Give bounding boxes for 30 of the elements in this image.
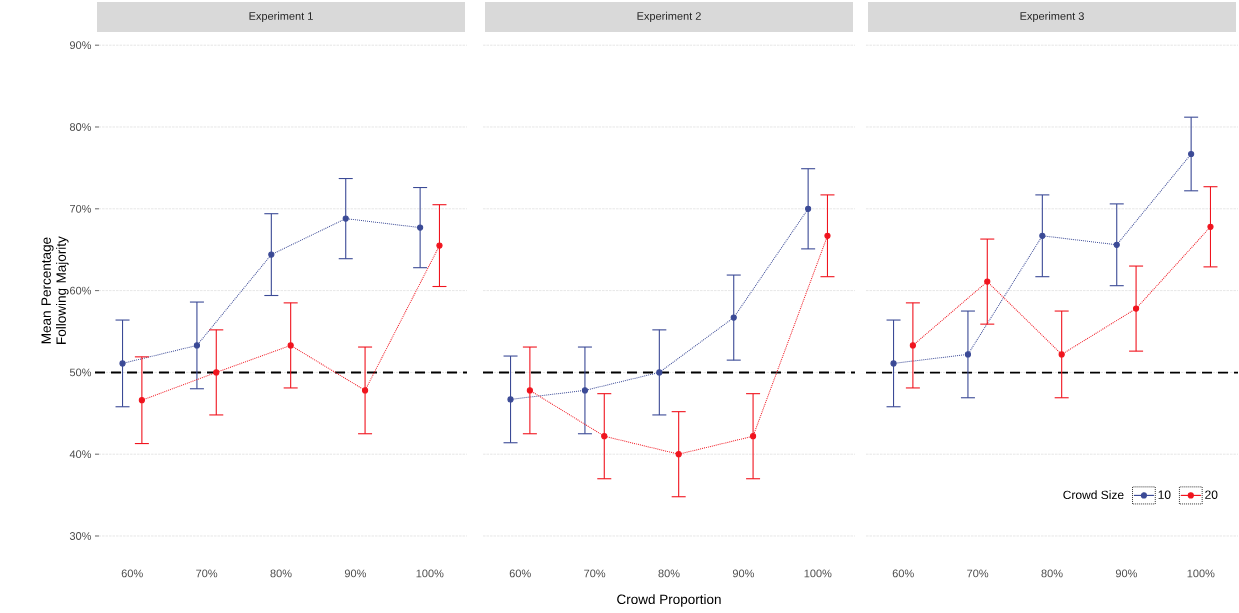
y-tick-label: 30% bbox=[69, 532, 92, 540]
x-tick-label: 80% bbox=[1041, 569, 1063, 578]
legend-title: Crowd Size bbox=[1063, 490, 1124, 500]
legend-label: 20 bbox=[1205, 490, 1218, 499]
y-tick-label: 70% bbox=[70, 204, 92, 213]
y-tick-label: 40% bbox=[69, 450, 92, 459]
x-tick-label: 90% bbox=[732, 569, 755, 578]
x-tick-label: 60% bbox=[509, 569, 531, 578]
x-tick-label: 100% bbox=[1187, 569, 1215, 578]
chart-title: Experiment 1 bbox=[249, 11, 313, 23]
x-tick-label: 100% bbox=[804, 569, 832, 578]
y-tick-label: 60% bbox=[70, 286, 92, 295]
x-tick-label: 60% bbox=[121, 569, 143, 578]
x-tick-label: 60% bbox=[892, 569, 914, 578]
x-tick-label: 80% bbox=[270, 569, 292, 578]
y-tick-label: 50% bbox=[69, 368, 92, 377]
y-axis-title: Mean Percentage Following Majority bbox=[41, 236, 69, 344]
chart-title: Experiment 2 bbox=[637, 11, 701, 23]
x-tick-label: 100% bbox=[416, 569, 444, 578]
chart-title: Experiment 3 bbox=[1020, 11, 1084, 23]
x-tick-label: 90% bbox=[344, 569, 366, 578]
x-tick-label: 80% bbox=[658, 569, 680, 578]
x-tick-label: 90% bbox=[1115, 569, 1138, 578]
legend-label: 10 bbox=[1158, 490, 1171, 499]
x-tick-label: 70% bbox=[967, 569, 989, 578]
x-axis-title: Crowd Proportion bbox=[617, 594, 721, 607]
y-tick-label: 90% bbox=[69, 41, 92, 50]
x-tick-label: 70% bbox=[584, 569, 606, 578]
x-tick-label: 70% bbox=[196, 569, 218, 578]
y-tick-label: 80% bbox=[69, 123, 92, 131]
